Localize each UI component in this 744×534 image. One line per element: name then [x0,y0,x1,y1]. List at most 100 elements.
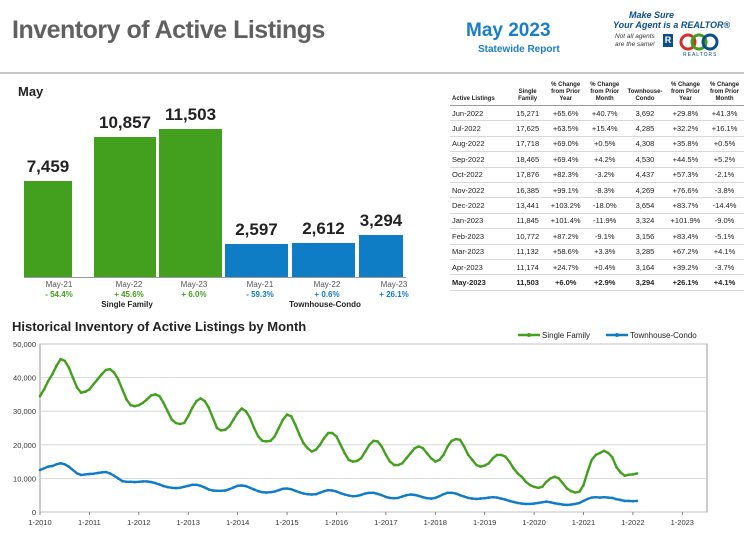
data-point [454,492,458,495]
table-cell: +41.3% [705,105,744,122]
data-point [314,492,318,496]
data-point [396,496,400,500]
data-point [446,491,449,495]
data-point [219,489,223,493]
data-point [207,406,211,410]
data-point [310,493,314,496]
data-point [499,453,503,457]
data-point [565,487,569,490]
data-point [524,502,528,506]
data-point [347,458,351,462]
data-point [166,409,169,413]
data-point [42,467,46,470]
data-point [532,502,536,505]
data-point [162,401,165,405]
data-point [335,435,338,438]
table-cell: 16,385 [509,182,547,199]
data-point [466,453,470,457]
column-header: % Change from Prior Year [546,82,586,106]
data-point [335,490,338,493]
data-point [285,487,289,490]
data-point [598,451,602,455]
x-tick-label: 1-2020 [522,518,545,527]
table-cell: +4.1% [705,244,744,260]
data-point [483,496,487,500]
data-point [557,502,561,506]
table-cell: Oct-2022 [450,167,510,183]
data-point [364,492,367,495]
data-point [38,394,42,398]
data-point [88,388,91,391]
data-point [508,460,511,463]
data-point [182,421,186,425]
data-point [67,465,71,468]
x-tick-label: 1-2013 [177,518,200,527]
data-point [186,414,190,418]
table-cell: +82.3% [546,167,586,183]
data-point [372,491,375,495]
table-cell: 3,324 [624,213,666,230]
data-point [421,495,425,499]
data-point [578,501,581,505]
column-header: % Change from Prior Year [665,82,706,106]
realtor-logo: Make Sure Your Agent is a REALTOR® Not a… [613,10,737,62]
data-point [137,403,141,407]
legend-label: Single Family [542,331,590,340]
table-cell: 11,132 [509,244,547,260]
data-point [627,499,631,503]
table-cell: 13,441 [509,197,547,214]
data-point [42,388,46,391]
data-point [528,502,532,506]
data-point [125,398,128,401]
data-point [71,376,75,379]
data-point [549,477,552,480]
table-cell: 11,845 [509,213,547,230]
table-cell: +3.3% [585,244,625,260]
x-tick-label: 1-2010 [28,518,51,527]
data-point [261,490,264,494]
data-point [318,443,322,447]
bar-chart-title: May [18,84,44,99]
data-point [578,490,581,494]
data-point [116,378,120,381]
table-cell: 4,285 [624,120,666,137]
data-point [512,467,515,470]
bar-category-label: May-21 [246,280,274,289]
table-cell: 3,654 [624,197,666,214]
data-point [199,397,202,400]
series-line-single-family [38,357,638,494]
bar-value-label: 2,612 [302,219,345,239]
logo-tagline-2: Your Agent is a REALTOR® [613,20,731,30]
data-point [425,451,429,455]
bar-change-label: + 26.1% [379,290,409,299]
data-point [224,489,227,492]
data-point [273,435,277,438]
data-point [63,463,66,466]
data-point [438,494,441,498]
x-tick-label: 1-2023 [671,518,694,527]
data-point [141,401,145,405]
table-cell: -3.7% [705,259,744,276]
logo-org: REALTORS [683,52,718,58]
data-point [141,480,145,483]
group-label-townhouse-condo: Townhouse-Condo [289,300,361,309]
data-point [475,497,478,501]
data-point [409,451,412,455]
data-point [252,488,256,491]
data-point [232,418,235,421]
data-point [520,502,523,505]
bar-category-label: May-21 [45,280,73,289]
y-tick-label: 0 [32,508,36,517]
data-point [273,490,277,493]
table-cell: Aug-2022 [450,136,510,153]
data-point [269,490,272,494]
table-cell: 4,530 [624,151,666,168]
data-point [166,485,169,489]
data-point [133,404,136,408]
table-cell: -9.1% [585,228,625,245]
data-point [252,426,256,430]
table-cell: +29.8% [665,105,706,122]
data-point [434,460,437,463]
data-point [38,468,42,472]
data-point [384,453,388,457]
